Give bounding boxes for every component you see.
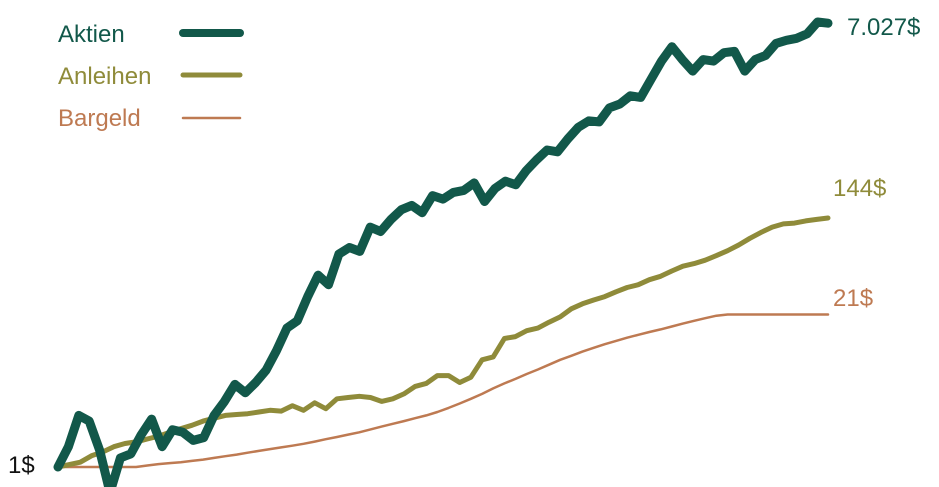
series-layer <box>53 17 833 487</box>
end-label-anleihen: 144$ <box>833 175 886 202</box>
series-line-anleihen <box>55 215 831 470</box>
legend-label-anleihen: Anleihen <box>58 63 151 90</box>
end-label-aktien: 7.027$ <box>847 14 920 41</box>
legend-label-aktien: Aktien <box>58 21 125 48</box>
series-line-bargeld <box>56 313 830 469</box>
series-line-aktien <box>53 17 833 487</box>
legend-label-bargeld: Bargeld <box>58 105 141 132</box>
start-value-label: 1$ <box>8 452 35 479</box>
end-label-bargeld: 21$ <box>833 285 873 312</box>
legend: Aktien Anleihen Bargeld <box>58 21 244 132</box>
